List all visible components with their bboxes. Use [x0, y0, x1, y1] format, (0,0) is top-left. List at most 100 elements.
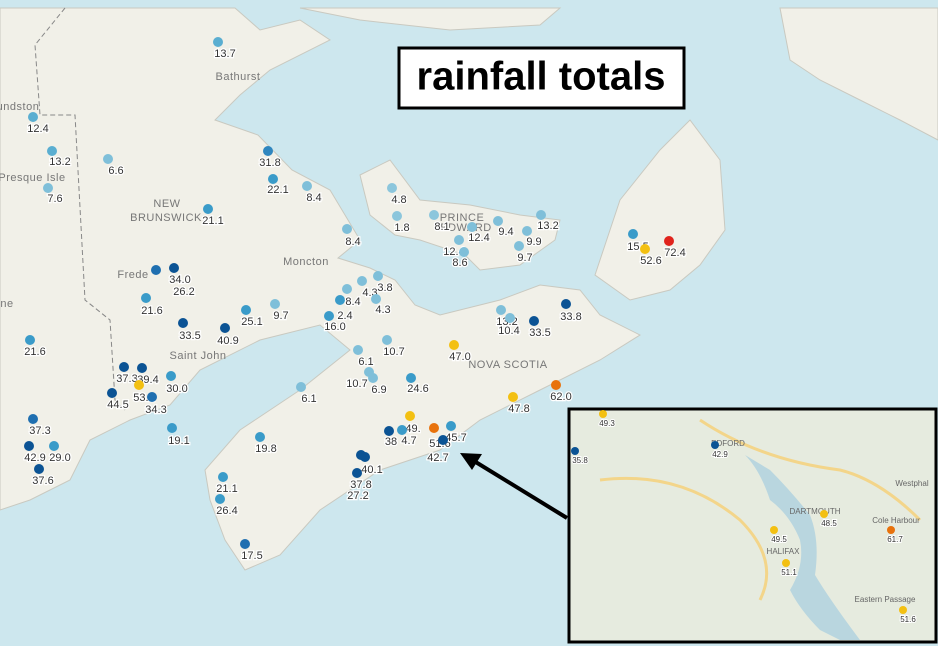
station-marker [25, 335, 35, 345]
place-label: Saint John [170, 350, 227, 362]
inset-station-marker [571, 447, 579, 455]
place-label: EDWARD [440, 222, 491, 234]
station-label: 12.4 [443, 246, 464, 258]
station-label: 22.1 [267, 184, 288, 196]
station-label: 19.1 [168, 435, 189, 447]
station-marker [119, 362, 129, 372]
station-marker [335, 295, 345, 305]
station-label: 38 [385, 436, 397, 448]
station-marker [137, 363, 147, 373]
station-label: 8.4 [345, 296, 360, 308]
inset-place-label: Westphal [895, 479, 928, 488]
station-marker [536, 210, 546, 220]
station-marker [664, 236, 674, 246]
station-label: 4.7 [401, 435, 416, 447]
inset-station-marker [782, 559, 790, 567]
station-label: 4.3 [375, 304, 390, 316]
highway [599, 476, 769, 601]
inset-station-label: 42.9 [712, 450, 728, 459]
station-marker [134, 380, 144, 390]
station-marker [342, 224, 352, 234]
station-label: 26.4 [216, 505, 237, 517]
arrow [472, 459, 569, 520]
station-marker [357, 276, 367, 286]
station-label: 42.7 [427, 452, 448, 464]
station-label: 21.6 [24, 346, 45, 358]
station-label: 8.1 [434, 221, 449, 233]
place-label: Frede [117, 269, 148, 281]
station-label: 13.2 [49, 156, 70, 168]
station-label: 9.4 [498, 226, 513, 238]
station-label: 13.2 [537, 220, 558, 232]
station-label: 6.1 [301, 393, 316, 405]
place-label: Bathurst [216, 71, 261, 83]
station-label: 34.3 [145, 404, 166, 416]
station-marker [141, 293, 151, 303]
harbour [745, 455, 860, 640]
station-marker [467, 222, 477, 232]
station-label: 27.2 [347, 490, 368, 502]
station-marker [446, 421, 456, 431]
land [0, 7, 938, 571]
station-marker [167, 423, 177, 433]
station-marker [34, 464, 44, 474]
station-marker [508, 392, 518, 402]
station-marker [302, 181, 312, 191]
inset-place-label: DARTMOUTH [790, 507, 841, 516]
station-marker [454, 235, 464, 245]
station-marker [373, 271, 383, 281]
station-label: 37.3 [116, 373, 137, 385]
border [34, 7, 126, 411]
station-marker [493, 216, 503, 226]
station-label: 34.0 [169, 274, 190, 286]
station-label: 33.5 [179, 330, 200, 342]
station-marker [514, 241, 524, 251]
inset: EDFORD DARTMOUTH HALIFAX Westphal Cole Harbo… [567, 407, 938, 644]
station-marker [270, 299, 280, 309]
station-label: 1.8 [394, 222, 409, 234]
place-label: Moncton [283, 256, 329, 268]
station-label: 4.8 [391, 194, 406, 206]
station-marker [24, 441, 34, 451]
place-label: BRUNSWICK [130, 212, 202, 224]
station-marker [628, 229, 638, 239]
station-label: 40.9 [217, 335, 238, 347]
station-marker [522, 226, 532, 236]
inset-place-label: EDFORD [711, 439, 745, 448]
station-marker [178, 318, 188, 328]
station-marker [392, 211, 402, 221]
inset-station-marker [599, 410, 607, 418]
station-label: 10.4 [498, 325, 519, 337]
station-label: 40.1 [361, 464, 382, 476]
station-marker [438, 435, 448, 445]
station-label: 12.4 [27, 123, 48, 135]
station-marker [371, 294, 381, 304]
inset-station-label: 49.5 [771, 535, 787, 544]
inset-station-label: 51.1 [781, 568, 797, 577]
station-marker [49, 441, 59, 451]
station-marker [382, 335, 392, 345]
station-marker [384, 426, 394, 436]
station-marker [213, 37, 223, 47]
place-label: NEW [153, 198, 180, 210]
station-label: 21.1 [216, 483, 237, 495]
station-label: 2.4 [337, 310, 352, 322]
station-marker [368, 373, 378, 383]
station-marker [429, 210, 439, 220]
place-label: NOVA SCOTIA [468, 359, 547, 371]
station-label: 37.6 [32, 475, 53, 487]
inset-place-label: HALIFAX [767, 547, 801, 556]
title: rainfall totals [417, 55, 666, 99]
station-label: 10.7 [346, 378, 367, 390]
station-marker [147, 392, 157, 402]
station-label: 33.5 [529, 327, 550, 339]
station-label: 47.0 [449, 351, 470, 363]
station-marker [356, 450, 366, 460]
station-marker [241, 305, 251, 315]
inset-station-label: 35.8 [572, 456, 588, 465]
station-marker [640, 244, 650, 254]
station-marker [255, 432, 265, 442]
station-label: 21.6 [141, 305, 162, 317]
station-marker [107, 388, 117, 398]
